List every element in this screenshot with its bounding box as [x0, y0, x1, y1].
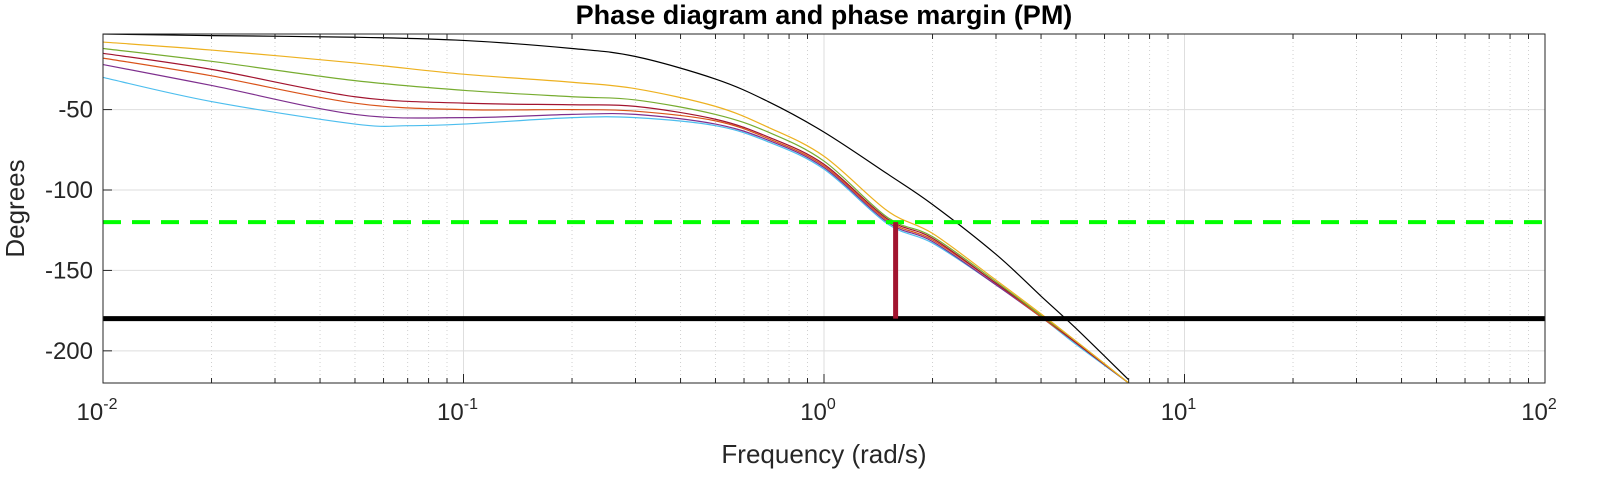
phase-series-line [103, 52, 1130, 383]
axis-ticks [102, 34, 1546, 383]
x-tick-label: 101 [1161, 396, 1197, 426]
y-tick-label: -200 [45, 338, 93, 365]
phase-series-line [103, 76, 1130, 383]
x-tick-label: 10-2 [77, 396, 118, 426]
phase-series-line [103, 63, 1130, 383]
x-tick-label: 102 [1521, 396, 1557, 426]
y-tick-label: -50 [58, 97, 93, 124]
x-axis-label: Frequency (rad/s) [721, 439, 926, 469]
x-tick-labels: 10-2 10-1 100 101 102 [77, 396, 1557, 426]
y-axis-label: Degrees [0, 159, 30, 257]
phase-series-line [103, 41, 1130, 383]
reference-lines [103, 220, 1545, 322]
y-tick-labels: -50 -100 -150 -200 [45, 97, 93, 365]
x-tick-label: 100 [800, 396, 836, 426]
phase-series-line [103, 47, 1130, 383]
major-grid [102, 34, 1546, 383]
x-tick-label: 10-1 [437, 396, 478, 426]
y-tick-label: -100 [45, 177, 93, 204]
y-tick-label: -150 [45, 257, 93, 284]
chart-title: Phase diagram and phase margin (PM) [576, 0, 1073, 30]
series-layer [103, 34, 1130, 383]
